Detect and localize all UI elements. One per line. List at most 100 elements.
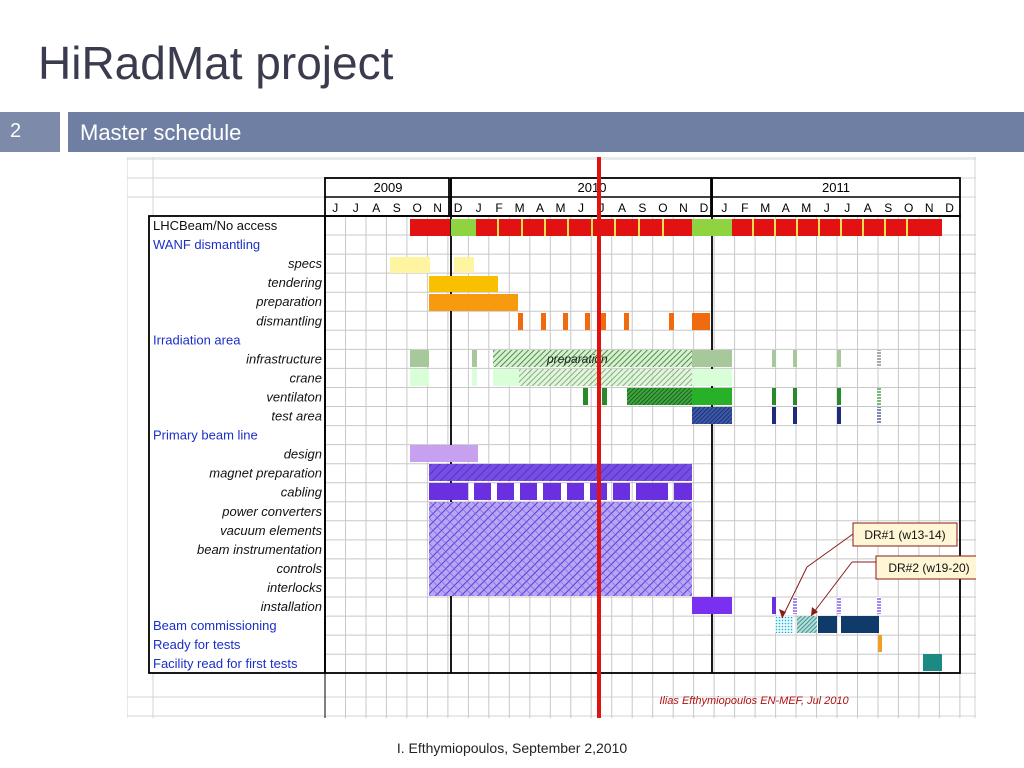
month-label: M [556, 201, 566, 215]
bar-commissioning-3 [818, 616, 837, 633]
row-label: vacuum elements [220, 523, 322, 538]
row-label: Facility read for first tests [153, 656, 298, 671]
month-label: J [332, 201, 338, 215]
row-label: infrastructure [246, 351, 322, 366]
row-label: installation [261, 599, 322, 614]
callout-dr2-text: DR#2 (w19-20) [888, 561, 969, 575]
year-2011: 2011 [822, 180, 850, 195]
bar-crane-3 [692, 369, 732, 386]
callout-dr2: DR#2 (w19-20) [810, 555, 976, 617]
bar-facility-ready [923, 654, 942, 671]
row-label: crane [289, 370, 322, 385]
bar-design [410, 445, 478, 462]
bar-cabling [429, 483, 692, 500]
month-label: M [760, 201, 770, 215]
month-label: J [476, 201, 482, 215]
row-label: Irradiation area [153, 332, 241, 347]
timeline-box [324, 215, 961, 674]
month-label: D [945, 201, 954, 215]
month-label: J [824, 201, 830, 215]
bar-note-preparation: preparation [546, 352, 608, 366]
row-label: controls [276, 561, 322, 576]
row-label: power converters [221, 504, 322, 519]
bar-lhc-access-4 [692, 219, 732, 236]
section-title: Master schedule [80, 120, 242, 145]
row-label: Beam commissioning [153, 618, 277, 633]
row-label: dismantling [256, 313, 323, 328]
month-label: O [904, 201, 913, 215]
month-label: D [454, 201, 463, 215]
month-label: J [578, 201, 584, 215]
row-labels: LHCBeam/No access WANF dismantling specs te… [153, 218, 323, 671]
callout-dr1: DR#1 (w13-14) [779, 522, 958, 619]
gantt-bars: preparation [390, 219, 942, 671]
bar-lhc-access-3 [476, 219, 692, 236]
month-label: O [658, 201, 667, 215]
month-label: S [638, 201, 646, 215]
month-label: A [782, 201, 790, 215]
row-label: LHCBeam/No access [153, 218, 278, 233]
slide-number-box: 2 [0, 112, 60, 152]
month-label: F [741, 201, 748, 215]
bar-lhc-access-2 [451, 219, 476, 236]
month-label: F [495, 201, 502, 215]
row-label: ventilaton [266, 390, 322, 405]
year-2010: 2010 [578, 180, 607, 195]
month-label: M [801, 201, 811, 215]
bar-infrastructure-4 [692, 350, 732, 367]
month-label: N [433, 201, 442, 215]
row-label: tendering [268, 275, 323, 290]
schedule-credit: Ilias Efthymiopoulos EN-MEF, Jul 2010 [659, 695, 849, 707]
row-label: Ready for tests [153, 637, 241, 652]
row-label: beam instrumentation [197, 542, 322, 557]
year-2009: 2009 [374, 180, 403, 195]
row-label: interlocks [267, 580, 322, 595]
month-label: J [721, 201, 727, 215]
row-label: design [284, 447, 322, 462]
bar-ventilation-2 [627, 388, 692, 405]
bar-infrastructure-3 [493, 350, 692, 367]
bar-installation-1 [692, 597, 732, 614]
row-label: test area [271, 409, 322, 424]
row-label: Primary beam line [153, 428, 258, 443]
row-label: magnet preparation [209, 466, 322, 481]
month-label: M [515, 201, 525, 215]
bar-commissioning-2 [797, 616, 817, 633]
month-label: A [372, 201, 380, 215]
bar-ventilation-1 [583, 388, 588, 405]
bar-lhc-access-1 [410, 219, 450, 236]
month-label: S [884, 201, 892, 215]
month-label: S [393, 201, 401, 215]
bar-commissioning-4 [841, 616, 879, 633]
bar-test-area-1 [692, 407, 732, 424]
month-label: N [925, 201, 934, 215]
bar-dismantling [518, 313, 710, 330]
row-label-box [148, 215, 326, 674]
slide-number: 2 [10, 120, 22, 142]
slide-footer: I. Efthymiopoulos, September 2,2010 [396, 740, 628, 756]
row-label: WANF dismantling [153, 237, 260, 252]
bar-specs-2 [454, 257, 474, 273]
bar-specs-1 [390, 257, 430, 273]
month-label: A [864, 201, 872, 215]
bar-infrastructure-1 [410, 350, 429, 367]
slide-title: HiRadMat project [38, 37, 394, 89]
month-label: J [844, 201, 850, 215]
month-label: O [413, 201, 422, 215]
row-label: cabling [281, 485, 323, 500]
month-label: N [679, 201, 688, 215]
callout-dr1-text: DR#1 (w13-14) [864, 528, 945, 542]
bar-ventilation-3 [692, 388, 732, 405]
bar-lhc-access-5 [732, 219, 942, 236]
month-label: J [353, 201, 359, 215]
row-label: preparation [255, 294, 322, 309]
bar-preparation [429, 294, 518, 311]
row-label: specs [288, 256, 322, 271]
section-bar: Master schedule [68, 112, 1024, 152]
bar-ready-for-tests [878, 635, 882, 652]
bar-crane-2 [519, 369, 692, 386]
month-label: D [700, 201, 709, 215]
month-label: A [536, 201, 544, 215]
